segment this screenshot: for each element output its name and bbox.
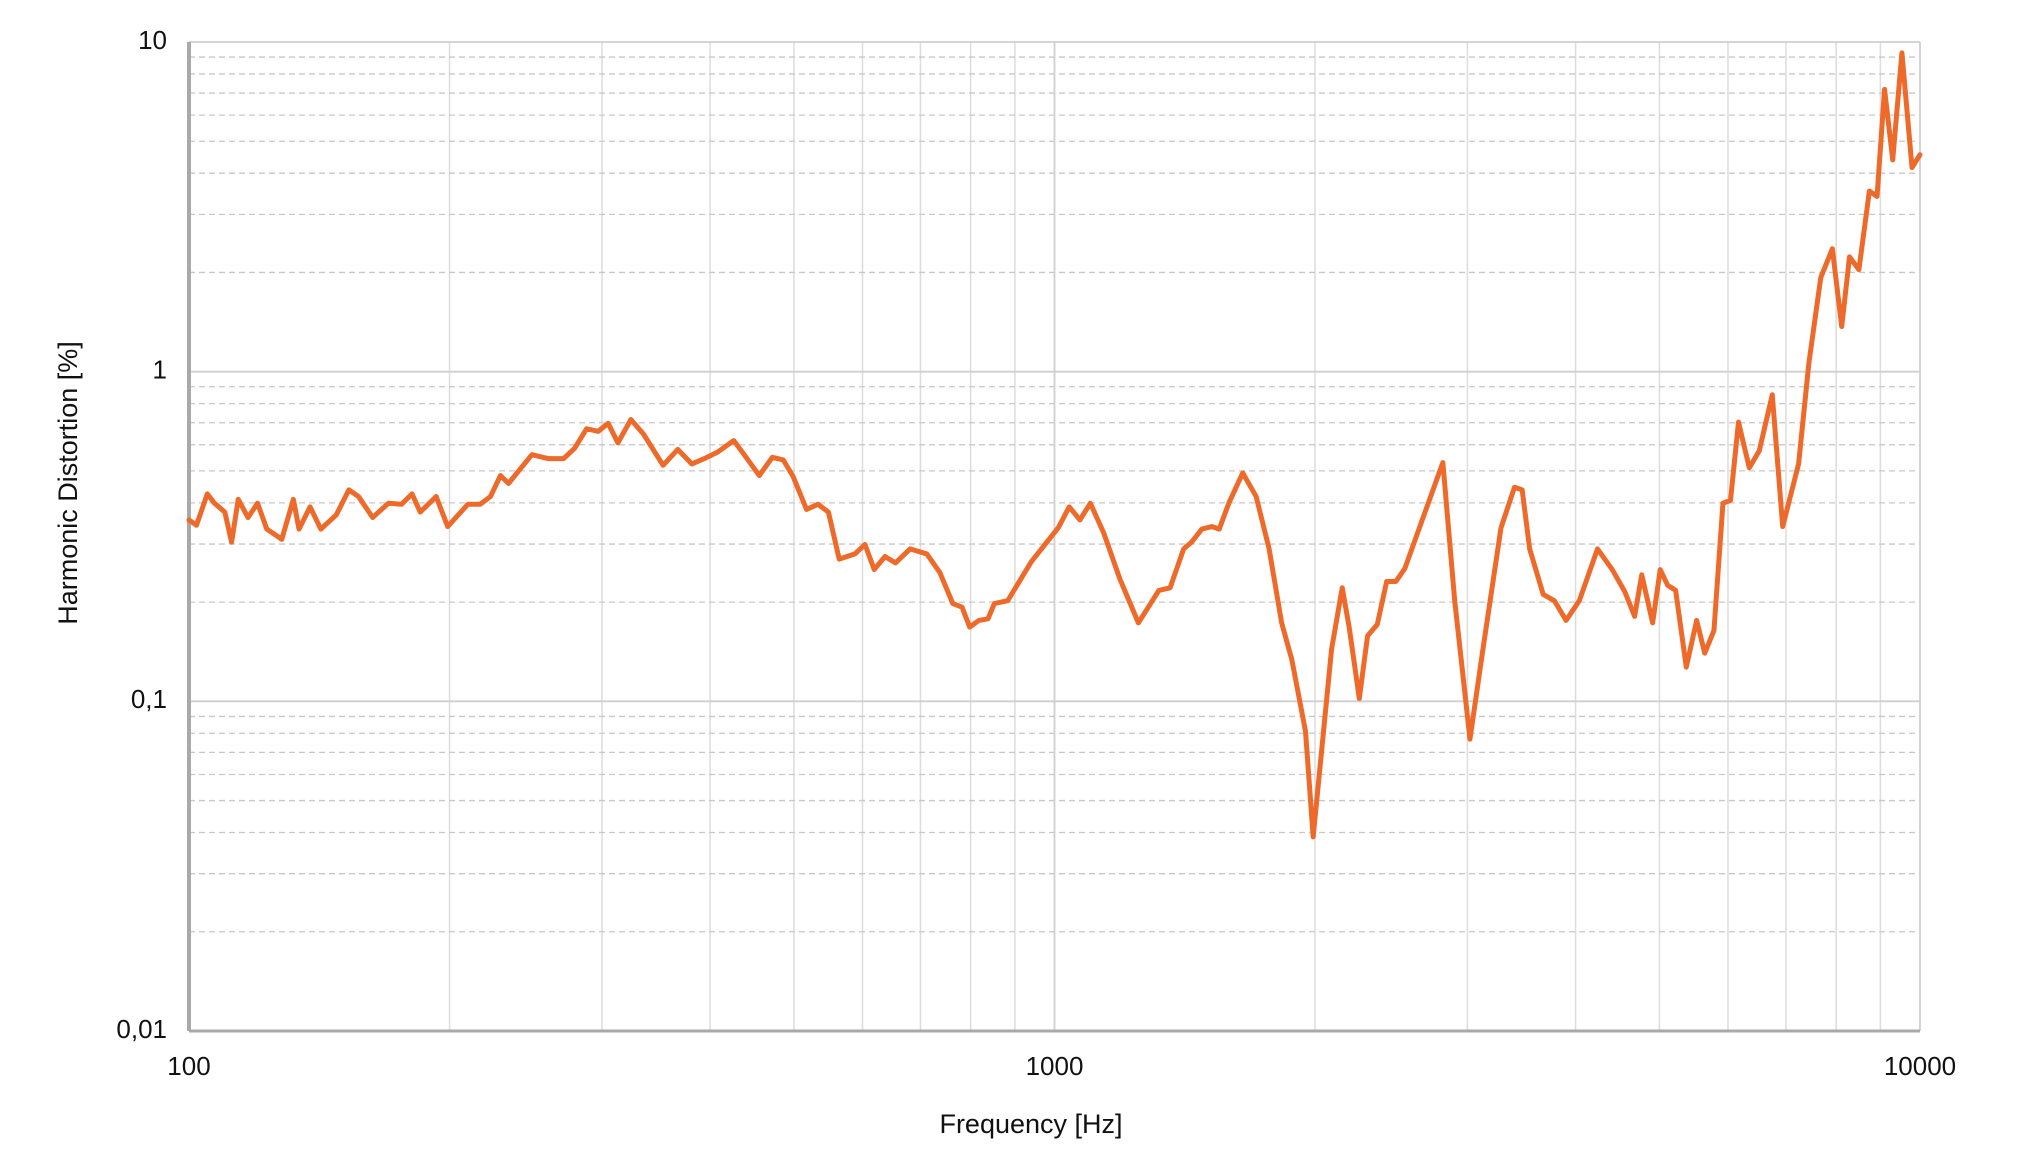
x-axis-title: Frequency [Hz] (939, 1109, 1122, 1139)
y-tick-label: 0,1 (131, 684, 167, 714)
y-tick-label: 0,01 (116, 1014, 167, 1044)
x-tick-label: 10000 (1884, 1051, 1956, 1081)
y-axis-title: Harmonic Distortion [%] (53, 341, 83, 625)
data-line (186, 50, 1923, 840)
y-tick-label: 10 (138, 25, 167, 55)
x-tick-label: 100 (167, 1051, 210, 1081)
y-tick-label: 1 (153, 355, 167, 385)
x-tick-label: 1000 (1026, 1051, 1084, 1081)
